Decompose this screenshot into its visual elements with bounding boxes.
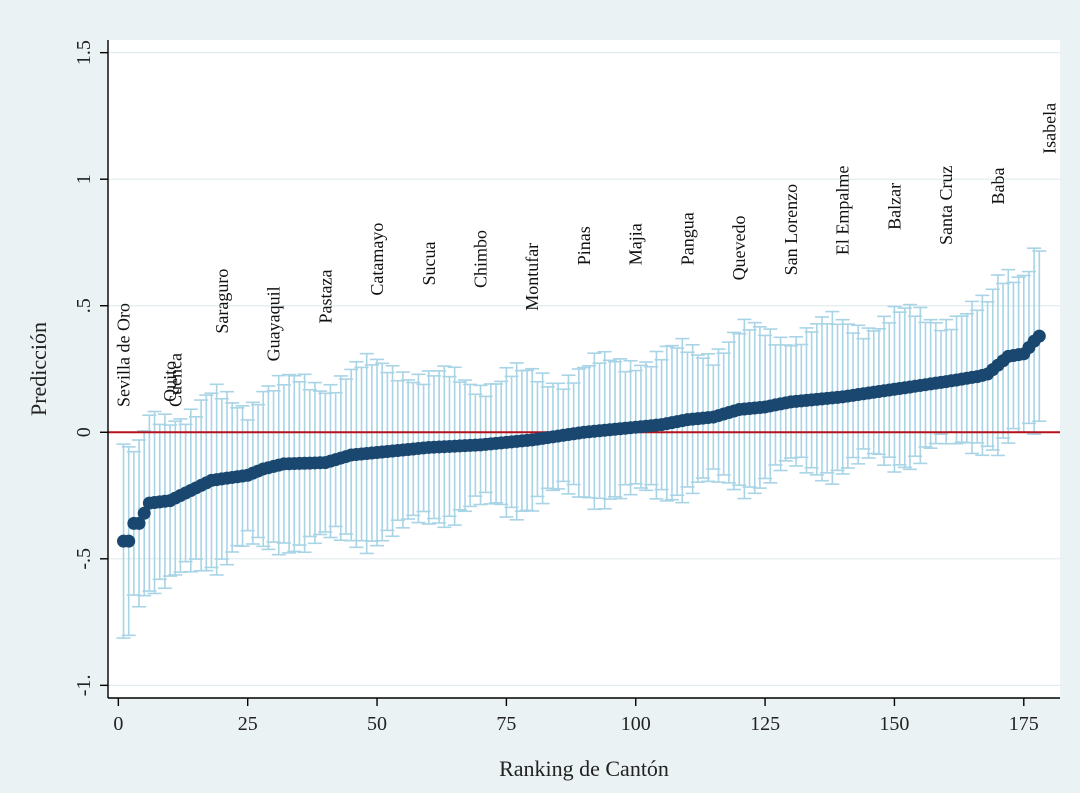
y-tick-label: 0	[73, 427, 95, 437]
canton-label: Sucua	[419, 241, 439, 285]
x-tick-label: 125	[750, 713, 780, 735]
point-estimate	[137, 506, 151, 520]
canton-label: Saraguro	[212, 269, 232, 334]
canton-label: Sevilla de Oro	[114, 303, 134, 407]
canton-label: Pastaza	[315, 269, 335, 323]
canton-label: Quevedo	[729, 215, 749, 280]
point-estimate	[132, 516, 146, 530]
data-points	[117, 329, 1046, 548]
canton-label: Pinas	[574, 226, 594, 265]
y-tick-label: 1	[73, 174, 95, 184]
x-tick-label: 25	[238, 713, 258, 735]
canton-label: Quito	[160, 361, 180, 402]
point-estimate	[1032, 329, 1046, 343]
canton-label: Guayaquil	[264, 286, 284, 361]
x-tick-label: 175	[1009, 713, 1039, 735]
canton-label: Catamayo	[367, 223, 387, 296]
y-tick-label: .5	[73, 298, 95, 313]
y-axis-title: Predicción	[26, 322, 51, 416]
x-tick-label: 50	[367, 713, 387, 735]
y-tick-label: 1.5	[73, 40, 95, 65]
canton-label: Isabela	[1040, 103, 1060, 154]
canton-label: Baba	[988, 168, 1008, 205]
canton-label: El Empalme	[833, 166, 853, 255]
x-tick-label: 100	[621, 713, 651, 735]
x-axis-title: Ranking de Cantón	[499, 756, 669, 781]
canton-label: Santa Cruz	[936, 166, 956, 245]
x-tick-label: 0	[113, 713, 123, 735]
axes: 0 25 50 75 100 125 150 175 -1. -.5 0 .5 1 1.5	[73, 40, 1060, 735]
canton-label: Majia	[626, 223, 646, 265]
canton-label: San Lorenzo	[781, 184, 801, 275]
y-tick-label: -.5	[73, 548, 95, 570]
canton-label: Balzar	[884, 183, 904, 230]
point-estimate	[122, 534, 136, 548]
canton-label: Pangua	[677, 212, 697, 265]
canton-label: Cuenca	[165, 353, 185, 407]
canton-label: Montufar	[522, 243, 542, 311]
x-tick-label: 150	[879, 713, 909, 735]
canton-label: Chimbo	[471, 230, 491, 288]
y-tick-label: -1.	[73, 675, 95, 697]
x-tick-label: 75	[496, 713, 516, 735]
